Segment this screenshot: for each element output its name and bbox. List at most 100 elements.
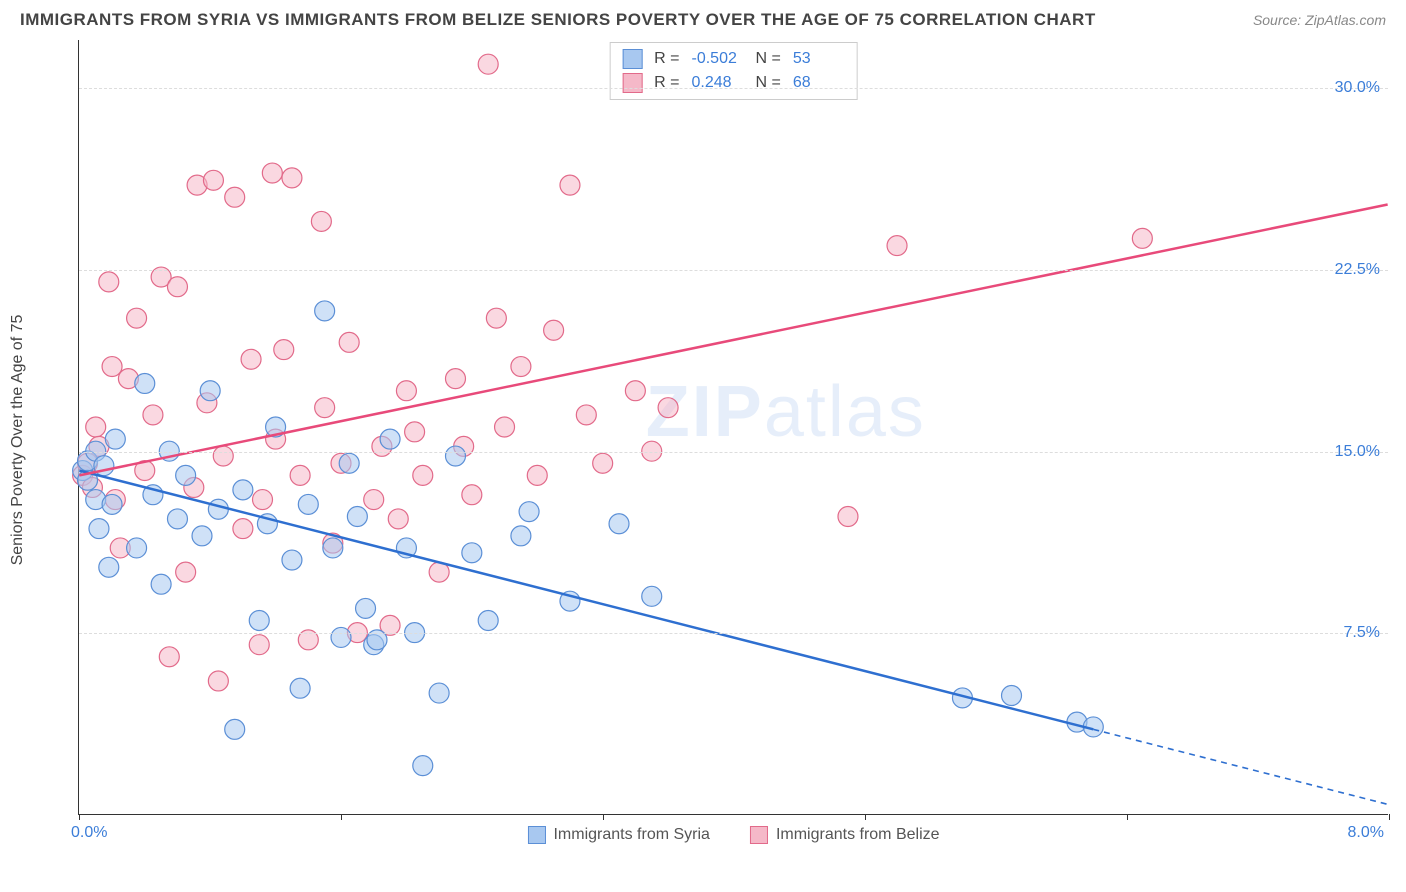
data-point <box>887 236 907 256</box>
x-tick <box>603 814 604 820</box>
data-point <box>213 446 233 466</box>
data-point <box>339 453 359 473</box>
grid-line <box>79 452 1388 453</box>
data-point <box>262 163 282 183</box>
data-point <box>225 187 245 207</box>
stat-n-label: N = <box>756 50 781 68</box>
legend-swatch-syria <box>527 826 545 844</box>
data-point <box>249 611 269 631</box>
data-point <box>413 465 433 485</box>
y-tick-label: 30.0% <box>1335 79 1380 97</box>
data-point <box>576 405 596 425</box>
chart-header: IMMIGRANTS FROM SYRIA VS IMMIGRANTS FROM… <box>0 0 1406 35</box>
x-tick <box>79 814 80 820</box>
data-point <box>282 550 302 570</box>
data-point <box>200 381 220 401</box>
data-point <box>311 211 331 231</box>
data-point <box>625 381 645 401</box>
data-point <box>135 373 155 393</box>
data-point <box>315 301 335 321</box>
grid-line <box>79 633 1388 634</box>
legend-item-belize: Immigrants from Belize <box>750 826 940 844</box>
data-point <box>151 574 171 594</box>
x-tick <box>1127 814 1128 820</box>
data-point <box>159 647 179 667</box>
data-point <box>347 507 367 527</box>
data-point <box>1002 685 1022 705</box>
data-point <box>143 405 163 425</box>
stats-legend-box: R = -0.502 N = 53 R = 0.248 N = 68 <box>609 42 858 100</box>
stat-r-syria: -0.502 <box>692 50 744 68</box>
data-point <box>99 557 119 577</box>
data-point <box>511 357 531 377</box>
data-point <box>405 422 425 442</box>
data-point <box>429 683 449 703</box>
data-point <box>544 320 564 340</box>
data-point <box>519 502 539 522</box>
x-max-label: 8.0% <box>1348 824 1384 842</box>
data-point <box>560 175 580 195</box>
swatch-belize <box>622 73 642 93</box>
legend-label-belize: Immigrants from Belize <box>776 826 940 844</box>
data-point <box>462 543 482 563</box>
data-point <box>356 598 376 618</box>
data-point <box>364 490 384 510</box>
data-point <box>478 54 498 74</box>
data-point <box>233 480 253 500</box>
data-point <box>86 417 106 437</box>
data-point <box>167 277 187 297</box>
data-point <box>89 519 109 539</box>
data-point <box>495 417 515 437</box>
data-point <box>413 756 433 776</box>
bottom-legend: Immigrants from Syria Immigrants from Be… <box>527 826 939 844</box>
data-point <box>380 429 400 449</box>
swatch-syria <box>622 49 642 69</box>
data-point <box>658 398 678 418</box>
x-origin-label: 0.0% <box>71 824 107 842</box>
grid-line <box>79 270 1388 271</box>
data-point <box>445 369 465 389</box>
data-point <box>298 494 318 514</box>
data-point <box>388 509 408 529</box>
trend-line <box>79 471 1093 730</box>
data-point <box>176 465 196 485</box>
data-point <box>102 357 122 377</box>
grid-line <box>79 88 1388 89</box>
data-point <box>331 627 351 647</box>
trend-line-extrapolated <box>1093 729 1387 804</box>
data-point <box>167 509 187 529</box>
trend-line <box>79 204 1387 475</box>
data-point <box>127 538 147 558</box>
data-point <box>396 381 416 401</box>
data-point <box>233 519 253 539</box>
data-point <box>290 465 310 485</box>
legend-item-syria: Immigrants from Syria <box>527 826 709 844</box>
stats-row-belize: R = 0.248 N = 68 <box>622 71 845 95</box>
data-point <box>478 611 498 631</box>
data-point <box>290 678 310 698</box>
chart-container: Seniors Poverty Over the Age of 75 ZIPat… <box>48 40 1388 840</box>
data-point <box>527 465 547 485</box>
data-point <box>192 526 212 546</box>
plot-area: ZIPatlas R = -0.502 N = 53 R = 0.248 N =… <box>78 40 1388 815</box>
x-tick <box>865 814 866 820</box>
data-point <box>99 272 119 292</box>
data-point <box>208 671 228 691</box>
data-point <box>445 446 465 466</box>
stat-n-syria: 53 <box>793 50 845 68</box>
data-point <box>323 538 343 558</box>
stat-r-label: R = <box>654 50 679 68</box>
data-point <box>102 494 122 514</box>
data-point <box>642 586 662 606</box>
data-point <box>176 562 196 582</box>
x-tick <box>341 814 342 820</box>
data-point <box>838 507 858 527</box>
legend-swatch-belize <box>750 826 768 844</box>
data-point <box>241 349 261 369</box>
y-tick-label: 7.5% <box>1344 624 1380 642</box>
scatter-plot-svg <box>79 40 1388 814</box>
x-tick <box>1389 814 1390 820</box>
y-tick-label: 15.0% <box>1335 443 1380 461</box>
data-point <box>1132 228 1152 248</box>
data-point <box>253 490 273 510</box>
